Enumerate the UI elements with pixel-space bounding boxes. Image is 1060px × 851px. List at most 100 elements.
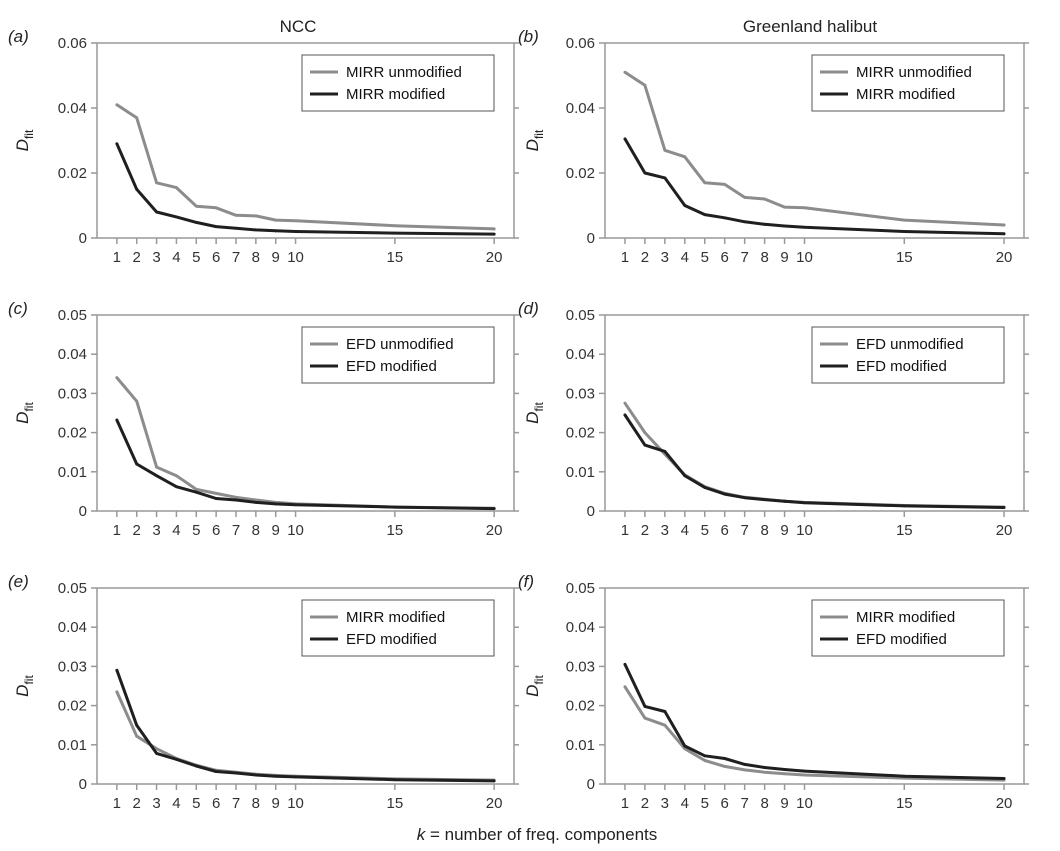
data-point (623, 401, 627, 405)
data-point (1002, 232, 1006, 236)
data-point (643, 716, 647, 720)
legend: EFD unmodified EFD modified (301, 326, 495, 384)
data-point (254, 773, 258, 777)
y-tick-label: 0.05 (566, 307, 595, 324)
data-point (763, 766, 767, 769)
y-tick-label: 0.03 (58, 658, 87, 675)
legend-entry: EFD modified (856, 358, 947, 375)
series-line-light (623, 401, 1006, 509)
x-tick-label: 6 (721, 249, 729, 266)
y-axis-label: Dfit (523, 675, 546, 697)
data-point (703, 213, 707, 217)
legend: MIRR unmodified MIRR modified (301, 54, 495, 112)
data-point (115, 103, 119, 107)
data-point (234, 213, 238, 217)
y-axis-label-sub: fit (532, 129, 546, 139)
legend: MIRR modified EFD modified (811, 599, 1005, 657)
data-point (294, 219, 297, 223)
plot-frame (604, 314, 1025, 512)
chart-panel-f: 0 0.01 0.02 0.03 0.04 0.05 1 2 3 4 5 6 7 8 9 10 15 20 (f) D… (518, 572, 1029, 812)
data-point (1002, 777, 1006, 780)
data-point (492, 779, 496, 783)
data-point (723, 182, 727, 186)
data-point (135, 187, 139, 191)
y-tick-label: 0 (587, 776, 595, 793)
x-tick-label: 10 (796, 249, 813, 266)
data-point (783, 768, 786, 771)
data-point (743, 220, 747, 224)
legend-entry: EFD modified (856, 631, 947, 648)
x-tick-label: 7 (740, 249, 748, 266)
x-tick-label: 1 (621, 249, 629, 266)
data-point (723, 492, 727, 496)
data-point (175, 757, 178, 761)
x-tick-label: 3 (152, 522, 160, 539)
y-tick-label: 0.05 (58, 307, 87, 324)
panel-label: (d) (518, 299, 539, 318)
plot-frame (96, 587, 515, 785)
data-point (763, 222, 767, 226)
data-point (623, 663, 627, 666)
y-tick-label: 0 (79, 776, 87, 793)
x-tick-label: 8 (252, 249, 260, 266)
y-axis-label: Dfit (523, 402, 546, 424)
series-line-dark (623, 137, 1006, 236)
y-tick-label: 0.04 (58, 619, 87, 636)
x-tick-label: 9 (272, 522, 280, 539)
data-point (274, 502, 278, 506)
x-tick-label: 15 (896, 795, 913, 812)
y-axis-label: Dfit (13, 402, 36, 424)
data-point (663, 450, 667, 453)
x-tick-label: 15 (387, 522, 404, 539)
y-tick-label: 0.04 (566, 100, 595, 117)
x-tick-label: 10 (287, 249, 304, 266)
x-tick-label: 4 (681, 522, 689, 539)
data-point (683, 155, 687, 159)
x-tick-label: 6 (212, 795, 220, 812)
x-tick-label: 9 (780, 249, 788, 266)
data-point (803, 501, 806, 505)
y-tick-label: 0.06 (58, 35, 87, 52)
x-tick-label: 6 (721, 522, 729, 539)
x-tick-label: 1 (113, 522, 121, 539)
y-axis-label-main: D (523, 139, 542, 151)
y-tick-label: 0.01 (58, 737, 87, 754)
data-point (663, 723, 667, 727)
data-point (703, 486, 707, 489)
data-point (803, 773, 806, 777)
data-point (492, 227, 496, 231)
x-tick-label: 20 (486, 249, 503, 266)
x-tick-label: 7 (740, 795, 748, 812)
y-tick-label: 0.05 (566, 580, 595, 597)
panel-label: (f) (518, 572, 534, 591)
data-point (155, 181, 158, 185)
panel-label: (c) (8, 299, 28, 318)
data-point (175, 474, 178, 478)
data-point (115, 376, 119, 380)
y-axis-label: Dfit (523, 129, 546, 151)
data-point (763, 498, 767, 502)
series-line-light (115, 103, 496, 231)
data-point (902, 504, 906, 508)
data-point (175, 186, 178, 190)
series-line-dark (115, 668, 496, 783)
data-point (683, 747, 687, 751)
x-tick-label: 15 (896, 249, 913, 266)
y-tick-label: 0 (587, 230, 595, 247)
data-point (743, 195, 747, 199)
data-point (135, 734, 139, 738)
data-point (643, 704, 647, 708)
legend-entry: EFD unmodified (346, 336, 454, 353)
legend-entry: EFD modified (346, 358, 437, 375)
data-point (393, 778, 397, 782)
x-tick-label: 8 (760, 249, 768, 266)
data-point (214, 206, 218, 210)
x-tick-label: 5 (701, 522, 709, 539)
x-axis-title-variable: k (417, 825, 427, 844)
data-point (492, 507, 496, 511)
x-tick-label: 5 (192, 249, 200, 266)
x-tick-label: 2 (133, 249, 141, 266)
y-axis-label-sub: fit (22, 129, 36, 139)
x-tick-label: 7 (232, 522, 240, 539)
